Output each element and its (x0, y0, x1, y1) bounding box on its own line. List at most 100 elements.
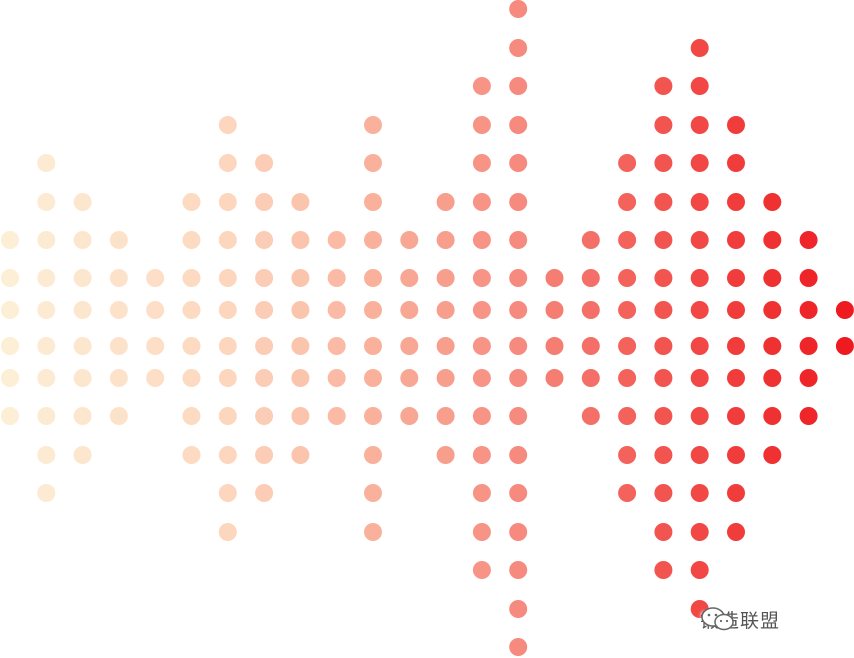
dot (690, 269, 709, 287)
dot (218, 337, 237, 355)
dot (472, 407, 491, 425)
dot (255, 301, 274, 319)
dot (654, 484, 673, 502)
dot (835, 301, 854, 319)
dot (182, 193, 201, 211)
dot (654, 407, 673, 425)
dot (1, 301, 19, 319)
dot (618, 369, 637, 387)
dot (472, 484, 491, 502)
dot (472, 77, 491, 95)
dot (218, 407, 237, 425)
dot (727, 484, 745, 502)
dot (654, 369, 673, 387)
dot (109, 407, 128, 425)
dot (218, 269, 237, 287)
dot (472, 193, 491, 211)
dot (690, 301, 709, 319)
dot (364, 407, 382, 425)
dot (690, 369, 709, 387)
dot (1, 231, 19, 249)
dot (618, 337, 637, 355)
dot (509, 523, 528, 541)
dot (727, 116, 745, 134)
dot (727, 231, 745, 249)
dot (182, 407, 201, 425)
dot (472, 269, 491, 287)
dot (690, 193, 709, 211)
dot (327, 269, 346, 287)
dot (690, 561, 709, 579)
dot (509, 231, 528, 249)
dot (182, 369, 201, 387)
dot (690, 154, 709, 172)
dot (509, 193, 528, 211)
dot (291, 337, 310, 355)
dot (509, 39, 528, 57)
dot (218, 231, 237, 249)
dot (364, 269, 382, 287)
dot (799, 337, 818, 355)
dot (73, 337, 92, 355)
dot (218, 484, 237, 502)
dot (509, 600, 528, 618)
dot (581, 369, 600, 387)
dot (37, 301, 56, 319)
dot (37, 231, 56, 249)
dot (763, 301, 782, 319)
wechat-icon (701, 607, 734, 631)
dot (581, 231, 600, 249)
dot (618, 193, 637, 211)
dot (509, 0, 528, 18)
dot (436, 369, 455, 387)
dot (690, 446, 709, 464)
dot (509, 561, 528, 579)
dot (37, 407, 56, 425)
dot (654, 77, 673, 95)
dot (727, 407, 745, 425)
dot (654, 116, 673, 134)
dot (472, 523, 491, 541)
dot (545, 337, 564, 355)
dot (799, 269, 818, 287)
dot (618, 407, 637, 425)
dot (1, 369, 19, 387)
dot (545, 301, 564, 319)
dot (291, 231, 310, 249)
dot (182, 269, 201, 287)
dot (763, 369, 782, 387)
dot (654, 301, 673, 319)
dot (73, 369, 92, 387)
dot (581, 337, 600, 355)
dot (218, 154, 237, 172)
dot (581, 407, 600, 425)
dot (690, 523, 709, 541)
dot (73, 446, 92, 464)
dot (218, 301, 237, 319)
dot (218, 369, 237, 387)
dot (182, 446, 201, 464)
dot (73, 193, 92, 211)
dot (291, 446, 310, 464)
dot (109, 369, 128, 387)
dot (690, 231, 709, 249)
dot (654, 446, 673, 464)
dot (291, 301, 310, 319)
dot (73, 407, 92, 425)
dot (690, 116, 709, 134)
dot (291, 269, 310, 287)
dot (218, 193, 237, 211)
dot (509, 116, 528, 134)
dot (436, 231, 455, 249)
dot (73, 269, 92, 287)
dot (727, 446, 745, 464)
dot (618, 154, 637, 172)
dot (327, 231, 346, 249)
dot (182, 231, 201, 249)
dot (509, 269, 528, 287)
watermark: 锻造联盟 (700, 606, 780, 633)
dot (509, 337, 528, 355)
dot (218, 523, 237, 541)
dot (109, 231, 128, 249)
